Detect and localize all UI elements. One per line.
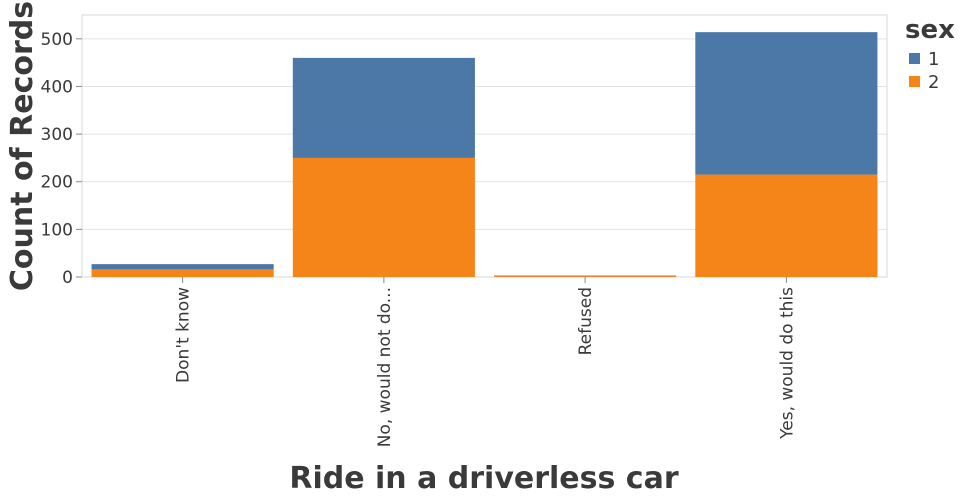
bar-segment [292, 57, 475, 158]
legend-swatch-1 [909, 53, 920, 64]
bar-segment [91, 269, 274, 277]
legend-swatch-2 [909, 76, 920, 87]
y-tick-label: 300 [41, 125, 73, 145]
y-tick-label: 400 [41, 77, 73, 97]
x-axis-title: Ride in a driverless car [289, 461, 678, 496]
legend-title: sex [905, 15, 955, 45]
y-tick-label: 0 [62, 268, 73, 288]
y-tick-label: 200 [41, 173, 73, 193]
bar-segment [695, 32, 878, 175]
y-tick-label: 500 [41, 30, 73, 50]
bar-segment [494, 276, 677, 277]
x-tick-label: Yes, would do this [777, 287, 797, 440]
legend-label-2: 2 [928, 72, 939, 93]
y-tick-label: 100 [41, 220, 73, 240]
x-tick-label: Refused [576, 287, 596, 355]
bar-segment [494, 275, 677, 277]
bar-segment [91, 264, 274, 270]
bars [91, 32, 878, 277]
x-axis: Don't know No, would not do... Refused Yes,… [174, 277, 797, 447]
y-axis-title: Count of Records [5, 1, 40, 291]
plot-frame [81, 14, 888, 278]
x-tick-label: Don't know [174, 287, 194, 383]
legend-label-1: 1 [928, 49, 939, 70]
bar-segment [292, 157, 475, 277]
legend: sex 1 2 [905, 15, 955, 93]
x-tick-label: No, would not do... [375, 287, 395, 447]
bar-segment [695, 174, 878, 277]
y-axis: 0 100 200 300 400 500 [41, 30, 82, 288]
